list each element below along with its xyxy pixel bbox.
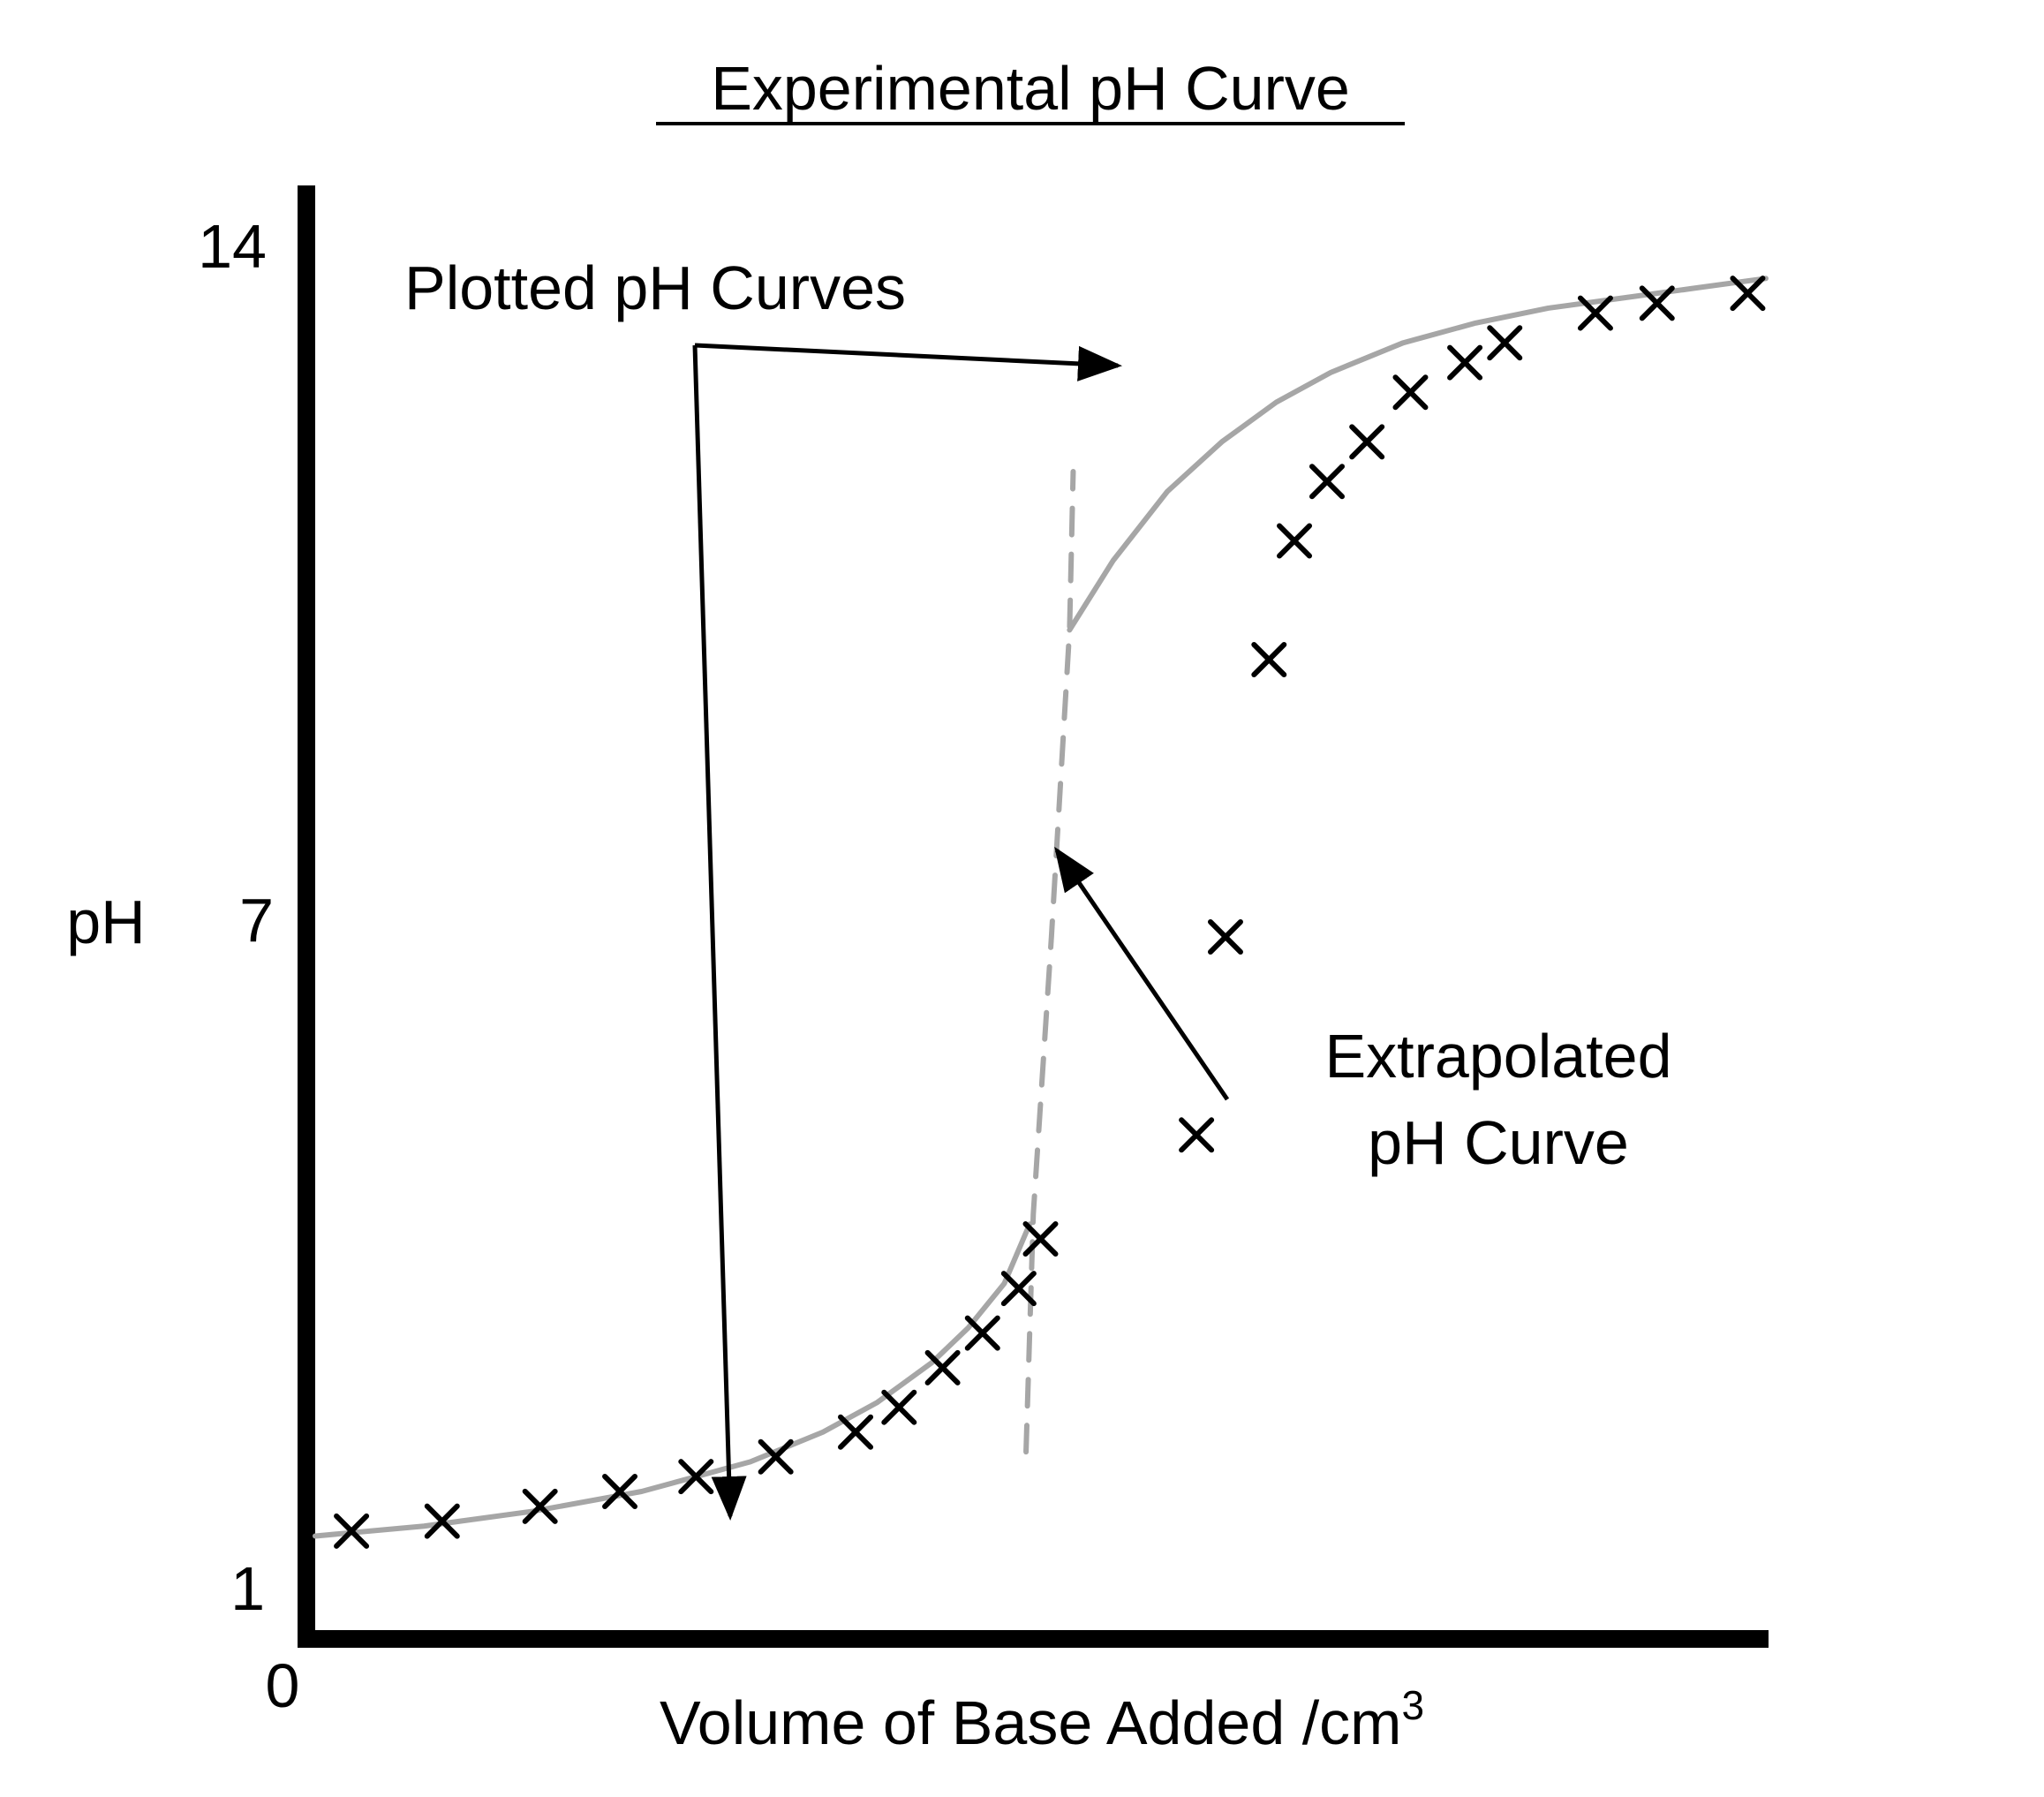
data-point [1251, 642, 1287, 678]
data-point [1447, 344, 1483, 381]
plotted-curve [313, 1221, 1033, 1539]
x-origin-label: 0 [266, 1651, 300, 1720]
data-point [1487, 325, 1523, 361]
arrow-to-lower-curve [692, 344, 747, 1521]
data-point [758, 1438, 794, 1475]
data-point [1000, 1271, 1037, 1307]
y-axis-label: pH [66, 887, 145, 956]
data-point [838, 1414, 874, 1450]
data-point [881, 1389, 917, 1425]
plotted-curve [1067, 276, 1769, 633]
data-point [334, 1513, 370, 1549]
extrapolated-curve [1023, 468, 1076, 1455]
y-tick-label: 7 [239, 886, 274, 955]
x-axis-label: Volume of Base Added /cm3 [660, 1682, 1424, 1757]
annotation-extrapolated-line2: pH Curve [1368, 1108, 1629, 1177]
data-point [924, 1349, 961, 1386]
data-point [1577, 295, 1613, 331]
data-point [1309, 464, 1345, 500]
data-point [602, 1474, 638, 1510]
data-point [1277, 523, 1313, 559]
y-tick-label: 1 [230, 1554, 265, 1623]
plot-area [313, 276, 1769, 1549]
annotation-extrapolated-line1: Extrapolated [1324, 1022, 1671, 1091]
chart-title: Experimental pH Curve [711, 54, 1350, 123]
arrow-to-dashed-curve [1054, 846, 1230, 1101]
arrow-to-upper-curve [694, 343, 1122, 381]
data-point [1022, 1221, 1059, 1257]
data-point [1730, 276, 1766, 312]
data-point [678, 1459, 714, 1495]
y-tick-label: 14 [198, 212, 267, 281]
data-point [1392, 374, 1429, 411]
data-point [1349, 424, 1385, 460]
x-axis-label-text: Volume of Base Added /cm [660, 1688, 1402, 1757]
data-point [1179, 1117, 1215, 1153]
data-point [522, 1488, 558, 1524]
data-point [1639, 285, 1675, 321]
x-axis-label-superscript: 3 [1401, 1682, 1424, 1728]
data-point [424, 1503, 460, 1539]
data-point [1207, 919, 1243, 955]
data-point [964, 1315, 1000, 1351]
annotation-plotted-curves: Plotted pH Curves [404, 253, 906, 322]
